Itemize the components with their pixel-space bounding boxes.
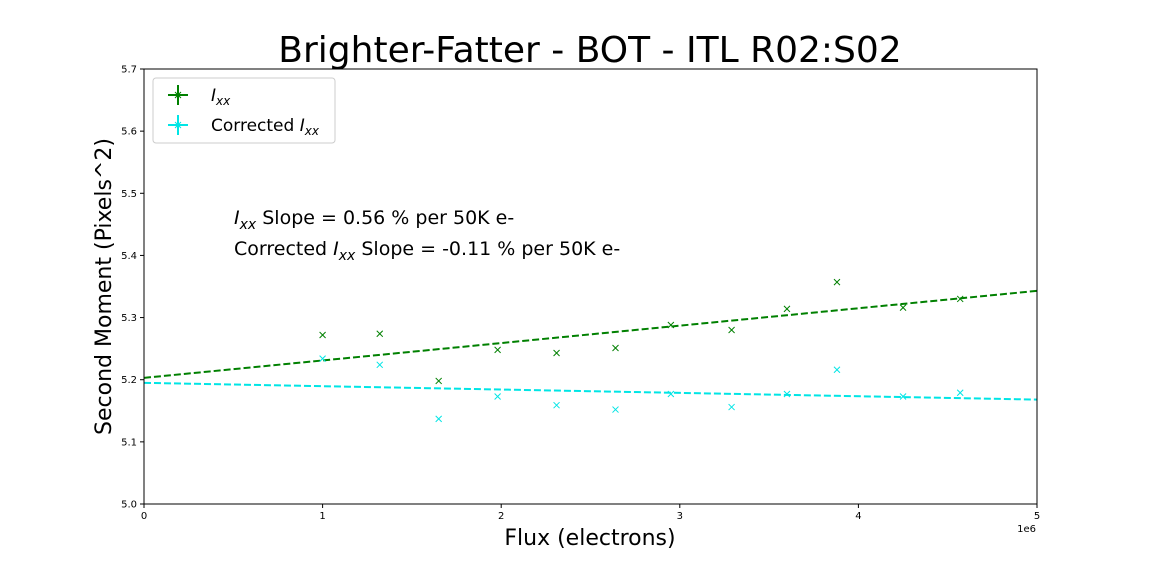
slope-annotation-part: Slope = 0.56 % per 50K e- xyxy=(256,207,514,229)
y-tick-label: 5.5 xyxy=(121,189,137,200)
fit-line xyxy=(143,381,1038,401)
legend-label-part: xx xyxy=(304,124,320,138)
data-point-stroke xyxy=(833,366,841,374)
slope-annotation: Ixx Slope = 0.56 % per 50K e- xyxy=(234,207,514,233)
x-tick-label: 5 xyxy=(1034,511,1040,522)
data-point xyxy=(728,326,735,334)
y-tick-label: 5.3 xyxy=(121,313,137,324)
data-point-stroke xyxy=(612,406,619,413)
data-point-stroke xyxy=(435,415,443,423)
y-axis-label: Second Moment (Pixels^2) xyxy=(92,138,117,435)
data-point-stroke xyxy=(667,390,675,398)
slope-annotation-part: xx xyxy=(338,248,356,264)
data-point xyxy=(376,361,384,369)
data-point-stroke xyxy=(612,344,619,352)
data-point xyxy=(899,304,907,311)
data-point xyxy=(319,331,326,339)
data-point xyxy=(376,330,384,338)
slope-annotation-part: I xyxy=(234,207,240,229)
y-tick-label: 5.1 xyxy=(121,437,137,448)
y-tick-label: 5.0 xyxy=(121,500,137,511)
chart-title: Brighter-Fatter - BOT - ITL R02:S02 xyxy=(278,30,901,71)
data-point-stroke xyxy=(833,278,841,286)
data-point-stroke xyxy=(553,349,560,357)
data-point-stroke xyxy=(899,393,907,400)
data-point-stroke xyxy=(728,326,735,334)
x-axis-label: Flux (electrons) xyxy=(504,526,675,551)
slope-annotation-part: Corrected xyxy=(234,238,333,260)
x-tick-label: 1 xyxy=(319,511,325,522)
data-point xyxy=(667,321,675,329)
y-tick-label: 5.7 xyxy=(121,65,137,76)
legend-marker xyxy=(174,91,182,99)
slope-annotation: Corrected Ixx Slope = -0.11 % per 50K e- xyxy=(234,238,620,264)
x-tick-label: 0 xyxy=(141,511,147,522)
legend-marker xyxy=(174,121,182,129)
y-tick-label: 5.4 xyxy=(121,251,137,262)
x-tick-label: 2 xyxy=(498,511,504,522)
data-point-stroke xyxy=(728,403,735,411)
legend-label-part: Corrected xyxy=(211,116,300,136)
data-point-stroke xyxy=(783,390,791,398)
data-point xyxy=(667,390,675,398)
data-point xyxy=(833,366,841,374)
data-point-stroke xyxy=(376,330,384,338)
data-point-stroke xyxy=(553,401,560,409)
data-point xyxy=(612,344,619,352)
legend-box xyxy=(152,77,336,144)
data-point-stroke xyxy=(783,305,791,313)
x-scale-label: 1e6 xyxy=(1017,524,1036,535)
slope-annotation-part: xx xyxy=(239,217,257,233)
data-point-stroke xyxy=(435,377,443,385)
y-tick-label: 5.6 xyxy=(121,127,137,138)
axes-frame xyxy=(143,68,1038,505)
slope-annotation-part: I xyxy=(333,238,339,260)
data-point xyxy=(494,393,501,400)
plot-area xyxy=(143,278,1038,423)
data-point-stroke xyxy=(319,355,326,362)
fit-line xyxy=(143,289,1038,379)
data-point xyxy=(494,346,501,354)
x-tick-label: 4 xyxy=(855,511,861,522)
data-point xyxy=(956,389,964,397)
data-point-stroke xyxy=(494,346,501,354)
legend-label: Ixx xyxy=(211,86,231,108)
data-point xyxy=(899,393,907,400)
data-point xyxy=(956,295,964,303)
data-point-stroke xyxy=(494,393,501,400)
legend-label-part: I xyxy=(300,116,305,136)
data-point xyxy=(553,401,560,409)
data-point xyxy=(783,390,791,398)
data-point xyxy=(833,278,841,286)
data-point xyxy=(319,355,326,362)
data-point-stroke xyxy=(899,304,907,311)
legend-label: Corrected Ixx xyxy=(211,116,320,138)
legend-label-part: xx xyxy=(215,94,231,108)
slope-annotation-part: Slope = -0.11 % per 50K e- xyxy=(355,238,620,260)
axes: 0 1 2 3 4 5 5.0 5.1 5.2 5.3 5.4 5.5 5.6 5.7 xyxy=(121,65,1040,523)
data-point-stroke xyxy=(956,295,964,303)
data-point xyxy=(728,403,735,411)
data-point xyxy=(553,349,560,357)
x-tick-label: 3 xyxy=(677,511,683,522)
data-point xyxy=(435,377,443,385)
y-tick-label: 5.2 xyxy=(121,375,137,386)
data-point-stroke xyxy=(376,361,384,369)
legend-label-part: I xyxy=(211,86,216,106)
data-point-stroke xyxy=(319,331,326,339)
data-point xyxy=(612,406,619,413)
data-point xyxy=(783,305,791,313)
data-point-stroke xyxy=(667,321,675,329)
annotations: Ixx Slope = 0.56 % per 50K e- Corrected I… xyxy=(234,207,620,264)
data-point xyxy=(435,415,443,423)
data-point-stroke xyxy=(956,389,964,397)
